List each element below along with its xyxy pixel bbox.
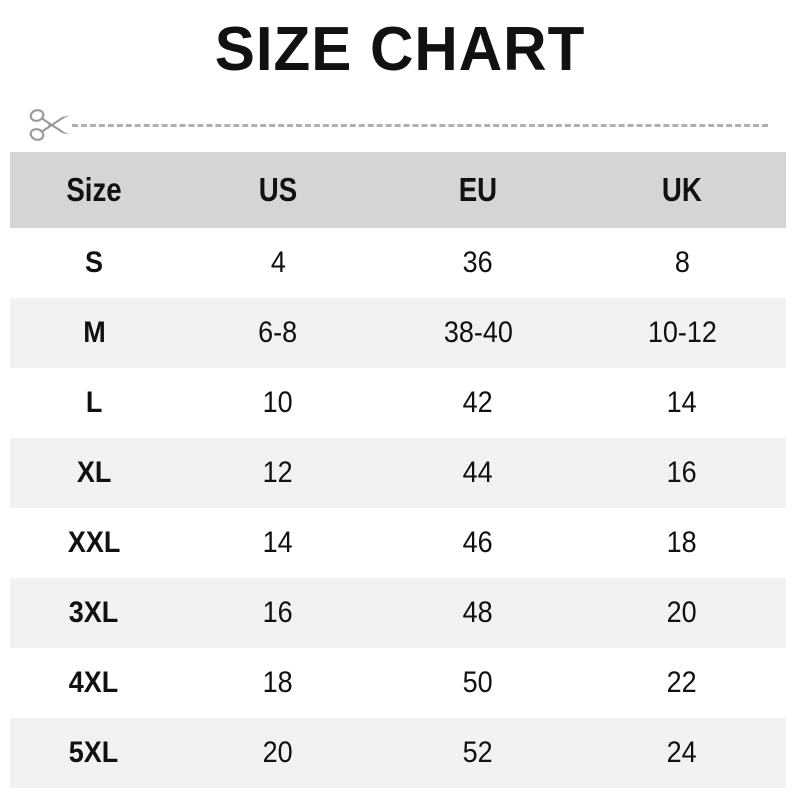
cell-size-text: 3XL <box>69 596 119 629</box>
cell-uk-text: 16 <box>666 456 698 489</box>
cell-eu-text: 38-40 <box>443 316 513 349</box>
cell-uk: 20 <box>578 578 786 648</box>
cell-size: 3XL <box>10 578 178 648</box>
cell-us-text: 16 <box>262 596 294 629</box>
cell-eu: 42 <box>378 368 578 438</box>
cell-us-text: 6-8 <box>258 316 298 349</box>
dashed-divider <box>72 124 768 127</box>
cell-us-text: 18 <box>262 666 294 699</box>
cell-size-text: 4XL <box>69 666 119 699</box>
column-header-uk-label: UK <box>662 171 702 208</box>
cell-eu: 46 <box>378 508 578 578</box>
cell-us-text: 10 <box>262 386 294 419</box>
cell-size-text: L <box>85 386 103 419</box>
cell-eu-text: 42 <box>462 386 494 419</box>
column-header-eu: EU <box>385 152 571 228</box>
column-header-us-label: US <box>258 171 298 208</box>
cell-uk: 16 <box>578 438 786 508</box>
cell-eu-text: 44 <box>462 456 494 489</box>
column-header-eu-label: EU <box>458 171 498 208</box>
cell-uk-text: 22 <box>666 666 698 699</box>
cell-size-text: M <box>82 316 106 349</box>
cell-size: XL <box>10 438 178 508</box>
cell-us: 10 <box>178 368 378 438</box>
cell-us: 4 <box>178 228 378 298</box>
table-row: XXL 14 46 18 <box>10 508 786 578</box>
cell-us: 14 <box>178 508 378 578</box>
cell-uk: 24 <box>578 718 786 788</box>
table-row: XL 12 44 16 <box>10 438 786 508</box>
page-title: SIZE CHART <box>214 15 586 84</box>
cell-us-text: 12 <box>262 456 294 489</box>
column-header-size: Size <box>16 152 172 228</box>
column-header-us: US <box>185 152 371 228</box>
cell-eu: 38-40 <box>378 298 578 368</box>
cell-size-text: 5XL <box>69 736 119 769</box>
cell-uk-text: 18 <box>666 526 698 559</box>
cell-size: L <box>10 368 178 438</box>
cell-size: 4XL <box>10 648 178 718</box>
cell-uk: 22 <box>578 648 786 718</box>
cell-uk-text: 10-12 <box>647 316 717 349</box>
cell-eu: 44 <box>378 438 578 508</box>
cell-uk: 8 <box>578 228 786 298</box>
cell-size-text: XL <box>76 456 112 489</box>
cell-size: 5XL <box>10 718 178 788</box>
cell-uk: 18 <box>578 508 786 578</box>
table-row: 3XL 16 48 20 <box>10 578 786 648</box>
cell-size: S <box>10 228 178 298</box>
cell-us: 16 <box>178 578 378 648</box>
cell-eu-text: 36 <box>462 246 494 279</box>
cell-us-text: 20 <box>262 736 294 769</box>
cell-size: XXL <box>10 508 178 578</box>
cell-eu: 50 <box>378 648 578 718</box>
cell-us-text: 4 <box>270 246 286 279</box>
cell-uk-text: 24 <box>666 736 698 769</box>
cell-us: 6-8 <box>178 298 378 368</box>
cell-uk-text: 14 <box>666 386 698 419</box>
scissors-icon <box>28 106 72 144</box>
cell-us: 18 <box>178 648 378 718</box>
cell-eu-text: 52 <box>462 736 494 769</box>
cell-size: M <box>10 298 178 368</box>
cell-uk-text: 20 <box>666 596 698 629</box>
table-row: S 4 36 8 <box>10 228 786 298</box>
cell-uk: 14 <box>578 368 786 438</box>
cell-size-text: S <box>84 246 103 279</box>
table-row: 4XL 18 50 22 <box>10 648 786 718</box>
title-bar: SIZE CHART <box>0 0 800 100</box>
cut-line <box>0 100 800 150</box>
table-row: 5XL 20 52 24 <box>10 718 786 788</box>
column-header-size-label: Size <box>66 171 122 208</box>
cell-eu-text: 50 <box>462 666 494 699</box>
cell-eu: 36 <box>378 228 578 298</box>
cell-us-text: 14 <box>262 526 294 559</box>
column-header-uk: UK <box>585 152 778 228</box>
cell-uk-text: 8 <box>674 246 690 279</box>
table-row: L 10 42 14 <box>10 368 786 438</box>
table-header-row: Size US EU UK <box>10 152 786 228</box>
cell-uk: 10-12 <box>578 298 786 368</box>
cell-eu-text: 48 <box>462 596 494 629</box>
cell-size-text: XXL <box>67 526 121 559</box>
table-row: M 6-8 38-40 10-12 <box>10 298 786 368</box>
cell-eu-text: 46 <box>462 526 494 559</box>
cell-us: 20 <box>178 718 378 788</box>
cell-us: 12 <box>178 438 378 508</box>
cell-eu: 52 <box>378 718 578 788</box>
size-chart-table: Size US EU UK S 4 36 8 M 6-8 38-40 10-12… <box>10 152 786 788</box>
cell-eu: 48 <box>378 578 578 648</box>
